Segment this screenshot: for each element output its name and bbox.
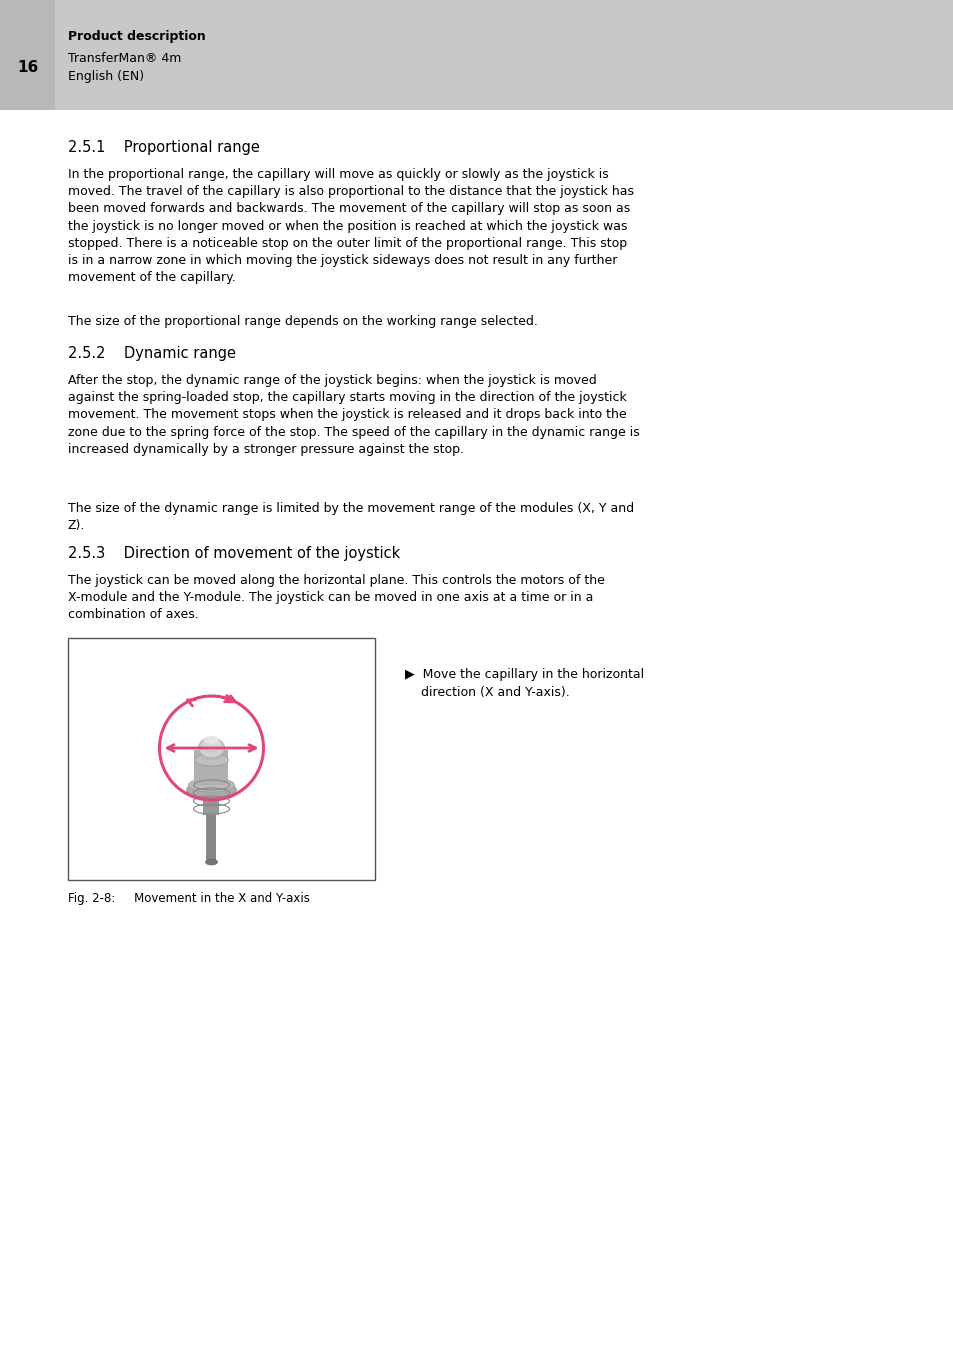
Text: 2.5.1    Proportional range: 2.5.1 Proportional range [68, 141, 259, 155]
Bar [0, 0, 55, 110]
Text: In the proportional range, the capillary will move as quickly or slowly as the j: In the proportional range, the capillary… [68, 168, 634, 284]
Text: Fig. 2-8:     Movement in the X and Y-axis: Fig. 2-8: Movement in the X and Y-axis [68, 892, 310, 904]
Bar [194, 750, 229, 786]
Text: The size of the dynamic range is limited by the movement range of the modules (X: The size of the dynamic range is limited… [68, 502, 634, 533]
Ellipse shape [198, 738, 224, 758]
Text: The joystick can be moved along the horizontal plane. This controls the motors o: The joystick can be moved along the hori… [68, 575, 604, 622]
Ellipse shape [204, 735, 218, 744]
Ellipse shape [201, 737, 221, 750]
Text: 2.5.2    Dynamic range: 2.5.2 Dynamic range [68, 346, 235, 361]
Text: 2.5.3    Direction of movement of the joystick: 2.5.3 Direction of movement of the joyst… [68, 546, 400, 561]
Bar [203, 786, 219, 815]
Bar [0, 0, 953, 110]
Text: 16: 16 [17, 61, 38, 76]
Bar [206, 775, 216, 860]
Bar [201, 740, 221, 760]
Text: Product description: Product description [68, 30, 206, 43]
Text: The size of the proportional range depends on the working range selected.: The size of the proportional range depen… [68, 315, 537, 329]
Ellipse shape [205, 859, 217, 865]
Text: English (EN): English (EN) [68, 70, 144, 82]
Text: TransferMan® 4m: TransferMan® 4m [68, 51, 181, 65]
Ellipse shape [189, 777, 234, 792]
Ellipse shape [186, 781, 236, 798]
Ellipse shape [194, 754, 229, 767]
Text: After the stop, the dynamic range of the joystick begins: when the joystick is m: After the stop, the dynamic range of the… [68, 375, 639, 456]
Text: ▶  Move the capillary in the horizontal
    direction (X and Y-axis).: ▶ Move the capillary in the horizontal d… [405, 668, 643, 699]
Bar [68, 638, 375, 880]
